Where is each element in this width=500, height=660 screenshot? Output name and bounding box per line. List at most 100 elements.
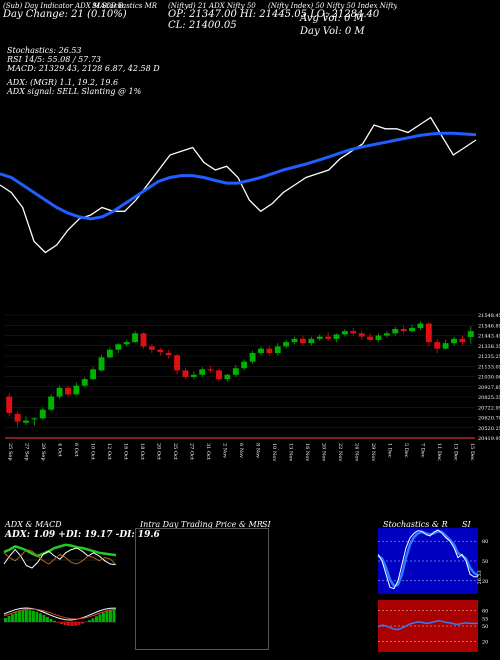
adx-panel-title: ADX & MACD bbox=[5, 520, 62, 529]
date-tick-label: 24 Nov bbox=[354, 443, 360, 461]
macd-bar bbox=[18, 611, 21, 622]
candle-body bbox=[23, 420, 29, 423]
price-tick-label: 21546.85 bbox=[478, 323, 500, 329]
price-tick-label: 21338.35 bbox=[478, 344, 500, 350]
date-tick-label: 12 Oct bbox=[106, 443, 112, 460]
candle-body bbox=[316, 336, 323, 339]
price-tick-label: 20927.85 bbox=[478, 385, 500, 391]
macd-bar bbox=[98, 614, 102, 622]
candle-body bbox=[467, 331, 474, 337]
stoch-value-label: 26.53 bbox=[477, 570, 483, 584]
candle-body bbox=[249, 352, 256, 362]
macd-line bbox=[3, 607, 117, 621]
date-tick-label: 27 Oct bbox=[189, 443, 195, 460]
rsi-readout: RSI 14/5: 55.08 / 57.73 bbox=[7, 55, 101, 64]
candle-body bbox=[375, 335, 382, 340]
date-tick-label: 2 Nov bbox=[222, 443, 228, 458]
macd-bar bbox=[39, 613, 42, 622]
rsi-chart: 80 50 20 55 bbox=[377, 600, 488, 652]
candle-body bbox=[98, 357, 105, 371]
price-tick-label: 20825.35 bbox=[478, 395, 500, 401]
intraday-panel-si: SI bbox=[262, 520, 271, 529]
candle-body bbox=[409, 327, 415, 332]
candle-body bbox=[199, 369, 206, 375]
macd-bar bbox=[70, 622, 74, 626]
macd-bar bbox=[28, 610, 32, 622]
candle-body bbox=[417, 323, 424, 328]
rsi-line bbox=[377, 620, 478, 631]
macd-bar bbox=[11, 614, 14, 622]
header-indicator-4: (Nifty Index) 50 Nifty 50 Index Nifty bbox=[268, 2, 398, 10]
macd-bar bbox=[102, 612, 105, 622]
macd-bar bbox=[25, 610, 28, 622]
stoch-readout: Stochastics: 26.53 bbox=[7, 46, 82, 55]
stoch-level-label: 80 bbox=[482, 539, 488, 545]
candle-body bbox=[451, 338, 457, 344]
candle-body bbox=[383, 333, 390, 336]
candle-body bbox=[115, 344, 122, 350]
candle-body bbox=[165, 352, 172, 356]
header-indicator-2: SI Stochastics MR bbox=[92, 2, 158, 10]
ohlc-op: OP: 21347.00 HI: 21445.05 LO: 21284.40 bbox=[168, 9, 380, 20]
candle-body bbox=[81, 379, 88, 386]
date-tick-label: 11 Dec bbox=[436, 443, 442, 461]
adx-signal: ADX signal: SELL Slanting @ 1% bbox=[7, 87, 142, 96]
price-line bbox=[0, 116, 477, 254]
stoch-level-label: 50 bbox=[482, 559, 488, 565]
date-tick-label: 7 Dec bbox=[420, 443, 426, 458]
stoch-panel-si: SI bbox=[462, 520, 471, 529]
macd-signal-line bbox=[3, 608, 117, 620]
candle-body bbox=[157, 349, 164, 352]
candle-body bbox=[300, 338, 306, 344]
macd-bar bbox=[35, 611, 39, 622]
candle-body bbox=[283, 342, 290, 347]
candle-body bbox=[392, 329, 399, 334]
stoch-panel-title: Stochastics & R bbox=[383, 520, 448, 529]
price-tick-label: 21548.45 bbox=[478, 313, 500, 319]
candlestick-chart: 21548.45 21546.85 21443.45 21338.35 21235.25… bbox=[5, 313, 500, 461]
macd-bar bbox=[105, 611, 109, 622]
date-tick-label: 20 Nov bbox=[321, 443, 327, 461]
price-ma-chart bbox=[0, 116, 477, 254]
macd-bar bbox=[67, 622, 70, 626]
date-tick-label: 10 Oct bbox=[90, 443, 96, 460]
date-tick-label: 22 Nov bbox=[337, 443, 343, 461]
candle-body bbox=[350, 331, 357, 334]
price-tick-label: 20722.95 bbox=[478, 405, 500, 411]
macd-bar bbox=[46, 616, 49, 622]
stoch-level-label: 20 bbox=[482, 579, 488, 585]
stoch-line bbox=[377, 529, 478, 590]
candle-body bbox=[31, 418, 38, 420]
candle-body bbox=[459, 338, 466, 343]
adx-macd-chart bbox=[3, 543, 117, 626]
candle-body bbox=[190, 374, 197, 377]
intraday-chart-frame bbox=[135, 528, 269, 650]
macd-bar bbox=[112, 610, 116, 622]
macd-bar bbox=[42, 614, 46, 622]
intraday-panel-title: Intra Day Trading Price & MR bbox=[140, 520, 263, 529]
macd-bar bbox=[49, 618, 53, 622]
date-tick-label: 20 Oct bbox=[156, 443, 162, 460]
macd-bar bbox=[91, 618, 95, 622]
date-tick-label: 8 Nov bbox=[255, 443, 261, 458]
candle-body bbox=[325, 336, 332, 339]
candle-body bbox=[333, 334, 340, 339]
macd-bar bbox=[109, 610, 112, 622]
candle-body bbox=[434, 342, 441, 349]
price-tick-label: 21235.25 bbox=[478, 354, 500, 360]
macd-bar bbox=[53, 620, 56, 622]
price-tick-label: 21133.05 bbox=[478, 364, 500, 370]
macd-bar bbox=[56, 622, 60, 623]
rsi-value-label: 55 bbox=[482, 616, 488, 622]
rsi-level-label: 50 bbox=[482, 624, 488, 630]
candle-body bbox=[56, 387, 63, 397]
rsi-level-label: 80 bbox=[482, 608, 488, 614]
candle-body bbox=[65, 387, 71, 395]
macd-bar bbox=[32, 610, 35, 622]
date-tick-label: 6 Oct bbox=[73, 443, 79, 457]
adx-panel-values: ADX: 1.09 +DI: 19.17 -DI: 19.6 bbox=[5, 530, 160, 540]
candle-body bbox=[266, 348, 273, 353]
candle-body bbox=[6, 396, 13, 413]
date-tick-label: 1 Dec bbox=[387, 443, 393, 458]
